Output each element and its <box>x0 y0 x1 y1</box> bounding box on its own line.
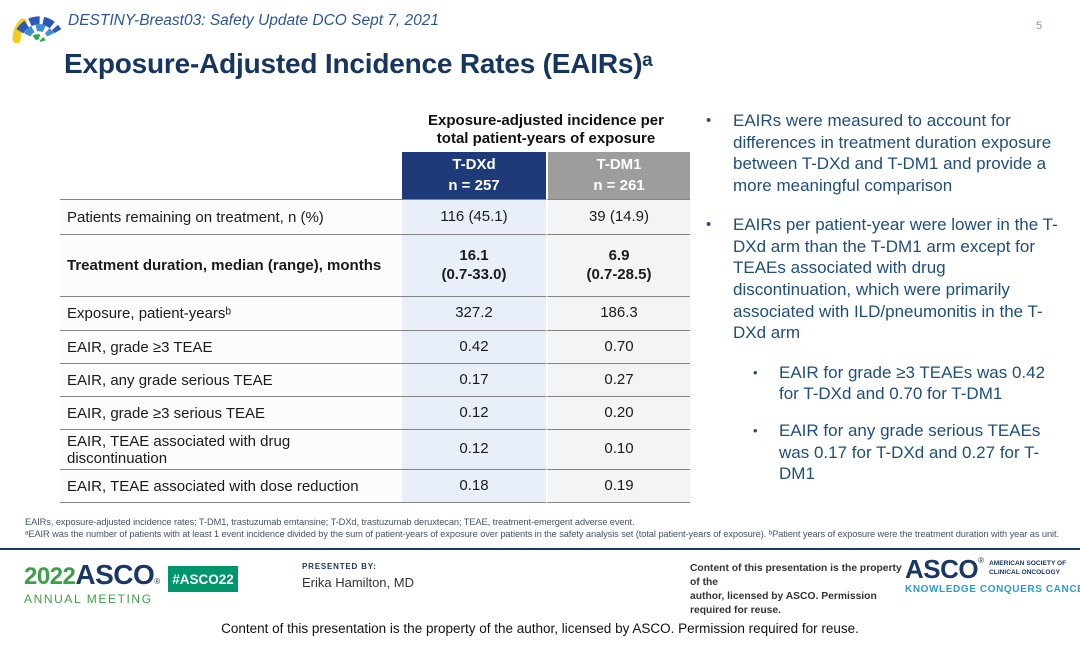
bullet-marker: • <box>753 364 758 380</box>
destiny-fan-logo-icon <box>8 3 66 48</box>
column-header-tdxd: T-DXd n = 257 <box>402 152 546 199</box>
bullet-text: EAIRs were measured to account for diffe… <box>733 111 1052 195</box>
sub-bullet-text: EAIR for grade ≥3 TEAEs was 0.42 for T-D… <box>779 362 1046 404</box>
registered-mark: ® <box>978 556 985 565</box>
eair-table: Exposure-adjusted incidence per total pa… <box>60 112 690 503</box>
bullet-item: • EAIRs per patient-year were lower in t… <box>706 214 1068 343</box>
tdm1-value: 0.10 <box>546 429 690 469</box>
page-number: 5 <box>1036 20 1043 32</box>
row-label: EAIR, grade ≥3 TEAE <box>60 330 402 363</box>
footnotes: EAIRs, exposure-adjusted incidence rates… <box>25 517 1070 540</box>
registered-mark: ® <box>154 577 161 586</box>
tdxd-value: 327.2 <box>402 296 546 330</box>
bullet-marker: • <box>706 216 712 234</box>
tdm1-value: 0.27 <box>546 363 690 396</box>
presented-by-block: PRESENTED BY: Erika Hamilton, MD <box>302 562 414 590</box>
sub-bullet-item: • EAIR for any grade serious TEAEs was 0… <box>753 420 1068 485</box>
tdm1-value: 6.9 (0.7-28.5) <box>546 234 690 296</box>
tdxd-value: 16.1 (0.7-33.0) <box>402 234 546 296</box>
row-label: EAIR, TEAE associated with drug disconti… <box>60 429 402 469</box>
tdxd-value: 0.12 <box>402 396 546 429</box>
tdxd-value: 0.42 <box>402 330 546 363</box>
meeting-name: ASCO <box>75 559 155 590</box>
society-name: ASCO <box>905 554 979 584</box>
presenter-name: Erika Hamilton, MD <box>302 575 414 590</box>
tdm1-value: 0.20 <box>546 396 690 429</box>
row-label: Exposure, patient-yearsᵇ <box>60 296 402 330</box>
hashtag-badge: #ASCO22 <box>168 566 238 592</box>
tdm1-value: 186.3 <box>546 296 690 330</box>
row-label: EAIR, any grade serious TEAE <box>60 363 402 396</box>
tdxd-value: 0.17 <box>402 363 546 396</box>
row-label: Patients remaining on treatment, n (%) <box>60 199 402 234</box>
meeting-subtitle: ANNUAL MEETING <box>24 592 153 606</box>
bullet-text: EAIRs per patient-year were lower in the… <box>733 215 1058 343</box>
tdm1-value: 0.70 <box>546 330 690 363</box>
row-label: EAIR, TEAE associated with dose reductio… <box>60 469 402 503</box>
bottom-caption: Content of this presentation is the prop… <box>221 621 859 636</box>
trial-header-title: DESTINY-Breast03: Safety Update DCO Sept… <box>68 12 440 29</box>
bullet-marker: • <box>753 422 758 438</box>
tdxd-value: 116 (45.1) <box>402 199 546 234</box>
footnote-abbreviations: EAIRs, exposure-adjusted incidence rates… <box>25 517 635 527</box>
presented-by-label: PRESENTED BY: <box>302 562 377 571</box>
footer-divider <box>0 548 1080 550</box>
sub-bullet-text: EAIR for any grade serious TEAEs was 0.1… <box>779 420 1041 484</box>
society-description: AMERICAN SOCIETY OF CLINICAL ONCOLOGY <box>989 560 1067 576</box>
copyright-notice: Content of this presentation is the prop… <box>690 563 902 616</box>
meeting-year: 2022 <box>24 563 76 590</box>
tdm1-value: 0.19 <box>546 469 690 503</box>
slide-title: Exposure-Adjusted Incidence Rates (EAIRs… <box>64 48 653 79</box>
asco-annual-meeting-logo: 2022 ASCO ® ANNUAL MEETING <box>24 559 160 606</box>
table-spanning-header: Exposure-adjusted incidence per total pa… <box>428 112 664 148</box>
row-label: Treatment duration, median (range), mont… <box>60 234 402 296</box>
column-header-tdm1: T-DM1 n = 261 <box>546 152 690 199</box>
row-label: EAIR, grade ≥3 serious TEAE <box>60 396 402 429</box>
bullet-marker: • <box>706 112 712 129</box>
presentation-slide: DESTINY-Breast03: Safety Update DCO Sept… <box>0 3 1080 616</box>
society-tagline: KNOWLEDGE CONQUERS CANCER <box>905 584 1080 595</box>
sub-bullet-item: • EAIR for grade ≥3 TEAEs was 0.42 for T… <box>753 362 1068 405</box>
footnote-definitions: ᵃEAIR was the number of patients with at… <box>25 528 1059 539</box>
bullet-item: • EAIRs were measured to account for dif… <box>706 110 1068 196</box>
tdxd-value: 0.18 <box>402 469 546 503</box>
tdm1-value: 39 (14.9) <box>546 199 690 234</box>
commentary-bullet-list: • EAIRs were measured to account for dif… <box>706 110 1068 500</box>
tdxd-value: 0.12 <box>402 429 546 469</box>
asco-society-logo: ASCO ® AMERICAN SOCIETY OF CLINICAL ONCO… <box>905 554 1080 595</box>
table-corner-cell <box>60 152 402 199</box>
